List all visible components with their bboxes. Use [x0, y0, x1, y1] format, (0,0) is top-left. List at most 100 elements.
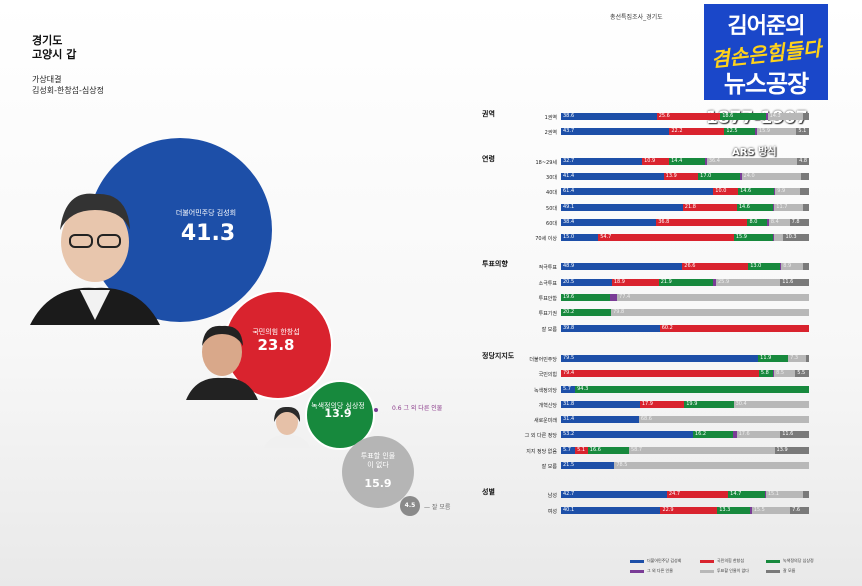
bar-segment: 16.2 [692, 431, 734, 439]
bar-segment [806, 354, 809, 362]
legend-label: 녹색정의당 심상정 [783, 558, 814, 563]
bar-segment [803, 263, 809, 271]
legend-item: 잘 모름 [766, 568, 795, 574]
bar-segment: 8.4 [768, 218, 790, 226]
bar-segment: 5.8 [758, 370, 774, 378]
other-candidate-dot [374, 408, 378, 412]
bubble-4 [342, 436, 414, 508]
bar-segment: 16.6 [587, 446, 629, 454]
bar-segment: 30.4 [733, 400, 809, 408]
bar-segment [733, 431, 737, 439]
bar-segment: 15.9 [733, 234, 774, 242]
bar-segment [774, 234, 784, 242]
legend-swatch [766, 569, 780, 573]
bar-segment: 79.5 [561, 354, 759, 362]
bar-segment: 36.8 [656, 218, 748, 226]
legend-swatch [700, 559, 714, 563]
bar-segment: 11.6 [780, 431, 809, 439]
bubble-label: 투표할 인물이 없다 [360, 452, 396, 469]
legend-label: 투표할 인물이 없다 [717, 568, 749, 573]
bar-segment: 13.9 [774, 446, 809, 454]
bar-segment: 39.8 [561, 324, 660, 332]
bar-segment: 12.5 [724, 128, 756, 136]
bar-segment: 15.1 [765, 491, 804, 499]
row-label: 국민의힘 [538, 372, 557, 379]
region-title: 경기도 고양시 갑 [32, 34, 76, 62]
row-label: 40대 [546, 190, 557, 197]
row-label: 18~29세 [535, 159, 557, 166]
row-label: 1권역 [544, 115, 557, 121]
bar-segment: 18.6 [720, 113, 767, 120]
bar-segment [803, 491, 809, 499]
bar-segment [803, 203, 809, 211]
bar-segment: 5.1 [796, 128, 809, 136]
row-label: 70세 이상 [535, 236, 557, 243]
row-label: 잘 모름 [541, 464, 557, 470]
bar-segment: 25.9 [716, 278, 781, 286]
row-label: 잘 모름 [541, 326, 557, 333]
bar-segment: 7.6 [790, 506, 809, 514]
bar-segment: 60.2 [659, 324, 809, 332]
legend-swatch [630, 559, 644, 563]
bubble-value: 13.9 [324, 406, 352, 420]
row-label: 60대 [546, 220, 557, 227]
bar-segment: 42.7 [561, 491, 667, 499]
bar-segment: 5.7 [561, 446, 576, 454]
bar-segment: 15.5 [751, 506, 791, 514]
row-label: 투표기권 [538, 311, 557, 318]
bar-segment: 8.9 [781, 263, 804, 271]
bar-segment: 11.9 [758, 354, 788, 362]
bar-segment: 15.0 [561, 234, 599, 242]
bar-segment: 78.5 [614, 462, 809, 469]
legend-label: 그 외 다른 인물 [647, 568, 673, 573]
row-label: 30대 [546, 174, 557, 181]
group-label: 성별 [482, 488, 495, 497]
bar-segment: 20.5 [561, 278, 612, 286]
bar-segment [755, 128, 758, 136]
row-label: 지지 정당 없음 [526, 448, 557, 455]
bubble-value: 41.3 [180, 221, 236, 246]
candidate-portrait-icon [264, 406, 310, 448]
bar-segment: 40.1 [561, 506, 661, 514]
bar-segment: 32.7 [561, 157, 643, 165]
bar-segment: 14.7 [728, 491, 765, 499]
bar-segment: 13.0 [748, 263, 781, 271]
bar-segment: 13.3 [717, 506, 751, 514]
bubble-value: 4.5 [404, 502, 416, 509]
bubble-5 [400, 496, 420, 516]
bar-segment: 5.5 [795, 370, 809, 378]
row-label: 개혁신당 [538, 402, 557, 409]
region-line1: 경기도 [32, 34, 63, 47]
row-label: 더불어민주당 [529, 356, 557, 363]
bar-segment [764, 491, 767, 499]
candidate-portrait-icon [186, 325, 258, 400]
bar-segment: 38.4 [561, 218, 657, 226]
row-label: 소극투표 [538, 280, 557, 287]
legend-item: 국민의힘 한창섭 [700, 558, 744, 564]
bar-segment: 94.3 [575, 385, 809, 393]
bar-segment: 79.8 [611, 309, 809, 317]
bar-segment [609, 294, 618, 301]
bar-segment: 13.9 [663, 172, 699, 180]
brand-line1: 김어준의 [727, 14, 806, 39]
bar-segment: 19.9 [684, 400, 734, 408]
bar-segment: 11.6 [780, 278, 809, 286]
bar-segment [740, 172, 743, 180]
bar-segment: 11.7 [774, 203, 804, 211]
legend-item: 더불어민주당 김성회 [630, 558, 681, 564]
bar-segment [799, 188, 809, 196]
bar-segment: 9.9 [775, 188, 800, 196]
bar-segment: 26.6 [682, 263, 749, 271]
bar-segment: 10.9 [642, 157, 670, 165]
bubble-label: 국민의힘 한창섭 [252, 328, 300, 336]
bar-segment: 38.6 [561, 113, 657, 120]
bar-segment: 68.6 [638, 416, 809, 424]
candidate-portrait-icon [30, 193, 160, 325]
bar-segment: 61.4 [561, 188, 714, 196]
row-label: 그 외 다른 정당 [524, 433, 557, 440]
bar-segment: 8.0 [747, 218, 768, 226]
bar-segment: 19.6 [561, 294, 610, 301]
legend-swatch [700, 569, 714, 573]
bar-segment: 21.5 [561, 462, 615, 469]
legend-swatch [766, 559, 780, 563]
